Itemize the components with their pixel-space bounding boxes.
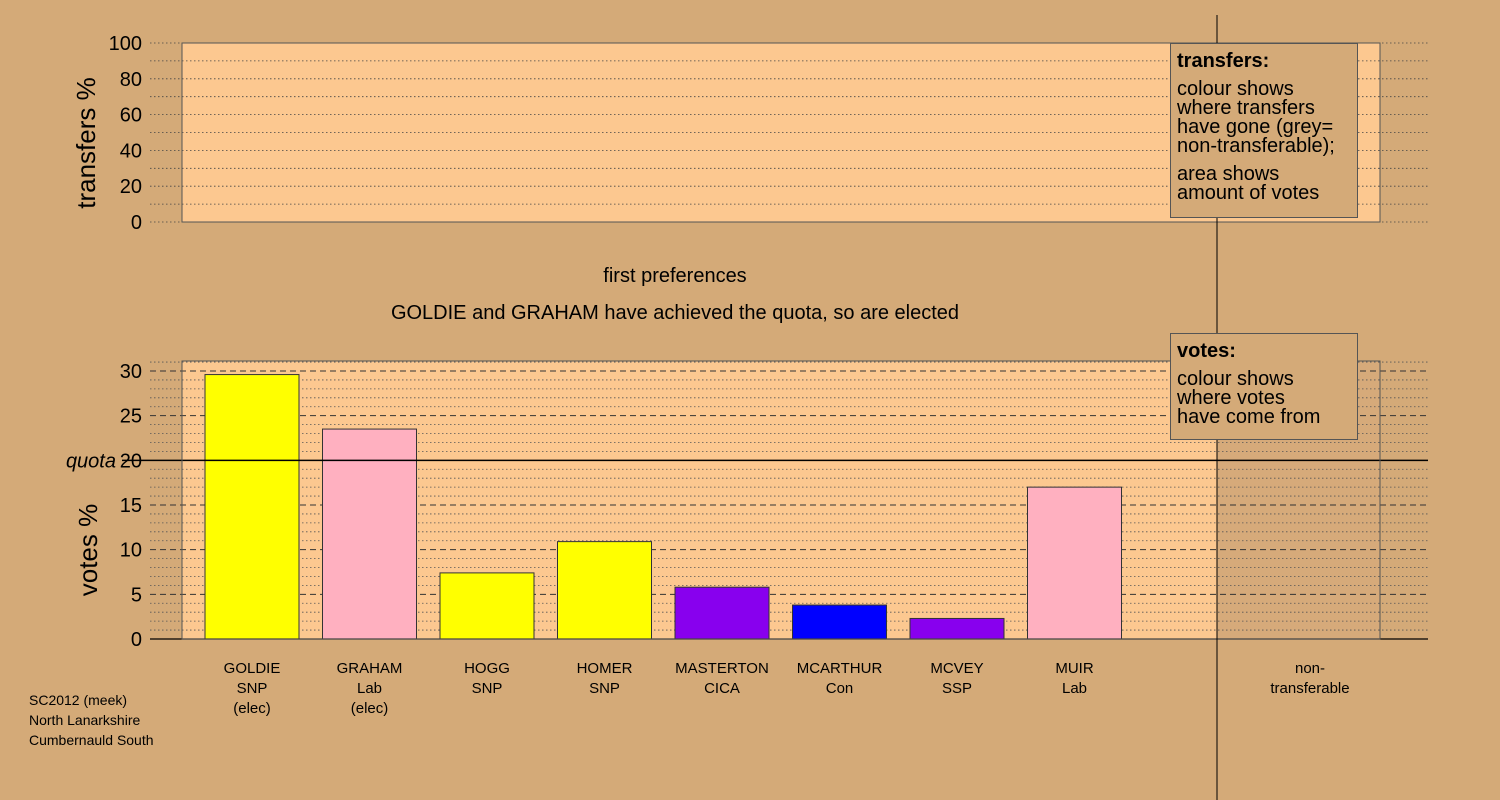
- votes-y-tick-label: 15: [120, 495, 142, 517]
- votes-bar: [557, 541, 652, 640]
- votes-bar: [439, 572, 535, 640]
- candidate-party-label: SNP: [472, 680, 503, 697]
- votes-legend-line: have come from: [1177, 406, 1321, 428]
- candidate-party-label: SSP: [942, 680, 972, 697]
- votes-bar: [322, 428, 417, 640]
- candidate-name-label: MUIR: [1055, 660, 1093, 677]
- votes-y-axis-label: votes %: [73, 504, 103, 597]
- votes-y-tick-label: 20: [120, 450, 142, 472]
- votes-legend-title: votes:: [1177, 340, 1236, 362]
- candidate-status-label: (elec): [351, 700, 389, 717]
- candidate-name-label: MCARTHUR: [797, 660, 883, 677]
- transfers-legend-paragraph: colour shows where transfers have gone (…: [1177, 78, 1351, 157]
- stage-message: GOLDIE and GRAHAM have achieved the quot…: [390, 302, 960, 324]
- transfers-legend-line: colour shows: [1177, 78, 1294, 100]
- quota-label: quota: [66, 450, 116, 472]
- transfers-legend-line: have gone (grey=: [1177, 116, 1334, 138]
- transfers-y-tick-label: 0: [131, 212, 142, 234]
- transfers-legend-line: amount of votes: [1177, 182, 1320, 204]
- transfers-y-tick-label: 20: [120, 176, 142, 198]
- votes-legend-line: where votes: [1177, 387, 1285, 409]
- transfers-y-tick-label: 60: [120, 105, 142, 127]
- caption-line: Cumbernauld South: [29, 732, 154, 748]
- votes-legend-line: colour shows: [1177, 368, 1294, 390]
- candidate-party-label: SNP: [237, 680, 268, 697]
- candidate-party-label: Con: [826, 680, 854, 697]
- transfers-legend-line: area shows: [1177, 163, 1280, 185]
- nontransferable-label: non-: [1295, 660, 1325, 677]
- candidate-status-label: (elec): [233, 700, 271, 717]
- candidate-name-label: MASTERTON: [675, 660, 769, 677]
- transfers-legend-title: transfers:: [1177, 50, 1270, 72]
- transfers-plot-frame: [181, 42, 1381, 223]
- candidate-party-label: Lab: [357, 680, 382, 697]
- caption-line: North Lanarkshire: [29, 712, 141, 728]
- transfers-legend-line: where transfers: [1177, 97, 1315, 119]
- candidate-party-label: SNP: [589, 680, 620, 697]
- candidate-party-label: CICA: [704, 680, 740, 697]
- votes-bar: [674, 586, 770, 640]
- votes-y-tick-label: 5: [131, 584, 142, 606]
- caption-line: SC2012 (meek): [29, 692, 128, 708]
- candidate-name-label: GOLDIE: [224, 660, 281, 677]
- nontransferable-label: transferable: [1270, 680, 1349, 697]
- transfers-legend-line: non-transferable);: [1177, 135, 1335, 157]
- votes-plot-frame: [181, 360, 1381, 640]
- votes-bar: [909, 617, 1005, 640]
- transfers-y-tick-label: 80: [120, 69, 142, 91]
- transfers-y-tick-label: 40: [120, 140, 142, 162]
- transfers-y-axis-label: transfers %: [71, 77, 101, 209]
- votes-y-tick-label: 10: [120, 540, 142, 562]
- candidate-name-label: HOGG: [464, 660, 510, 677]
- votes-y-tick-label: 25: [120, 406, 142, 428]
- votes-legend: votes: colour shows where votes have com…: [1170, 333, 1358, 440]
- votes-bar: [792, 604, 887, 640]
- candidate-name-label: HOMER: [577, 660, 633, 677]
- candidate-name-label: MCVEY: [930, 660, 983, 677]
- stage-title: first preferences: [603, 265, 747, 287]
- votes-legend-paragraph: colour shows where votes have come from: [1177, 368, 1351, 428]
- transfers-y-tick-label: 100: [109, 33, 142, 55]
- votes-bar: [1027, 486, 1122, 640]
- votes-bar: [204, 374, 300, 640]
- transfers-legend-paragraph: area shows amount of votes: [1177, 163, 1351, 204]
- votes-y-tick-label: 0: [131, 629, 142, 651]
- candidate-party-label: Lab: [1062, 680, 1087, 697]
- votes-y-tick-label: 30: [120, 361, 142, 383]
- caption: SC2012 (meek) North Lanarkshire Cumberna…: [29, 690, 154, 750]
- transfers-legend: transfers: colour shows where transfers …: [1170, 43, 1358, 218]
- candidate-name-label: GRAHAM: [337, 660, 403, 677]
